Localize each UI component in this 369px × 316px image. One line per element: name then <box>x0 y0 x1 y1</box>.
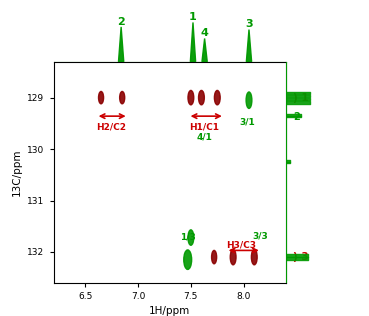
Text: H1/C1: H1/C1 <box>189 122 219 131</box>
Ellipse shape <box>184 250 192 270</box>
Text: ) 3: ) 3 <box>293 252 308 262</box>
Ellipse shape <box>246 92 252 108</box>
Ellipse shape <box>199 90 204 105</box>
Text: 1/3: 1/3 <box>180 232 196 241</box>
X-axis label: 1H/ppm: 1H/ppm <box>149 307 190 316</box>
Text: H2/C2: H2/C2 <box>97 122 127 131</box>
Text: 3/3: 3/3 <box>252 231 268 240</box>
Text: 3/1: 3/1 <box>239 117 255 126</box>
Ellipse shape <box>251 249 257 265</box>
Text: 1: 1 <box>189 12 197 22</box>
Ellipse shape <box>211 250 217 264</box>
Polygon shape <box>202 39 207 62</box>
Text: 2: 2 <box>117 17 125 27</box>
Polygon shape <box>246 30 252 62</box>
Text: 3: 3 <box>245 19 253 29</box>
Text: 4: 4 <box>201 28 208 38</box>
Ellipse shape <box>99 91 104 104</box>
Ellipse shape <box>230 249 236 265</box>
Ellipse shape <box>214 90 220 105</box>
Text: 2: 2 <box>293 112 300 122</box>
Text: 4/1: 4/1 <box>196 133 212 142</box>
Text: ) 1: ) 1 <box>293 93 308 103</box>
Ellipse shape <box>120 91 125 104</box>
Ellipse shape <box>188 90 194 105</box>
Y-axis label: 13C/ppm: 13C/ppm <box>12 149 22 196</box>
Polygon shape <box>118 27 124 62</box>
Text: H3/C3: H3/C3 <box>227 241 256 250</box>
Polygon shape <box>190 22 196 62</box>
Ellipse shape <box>188 230 194 245</box>
